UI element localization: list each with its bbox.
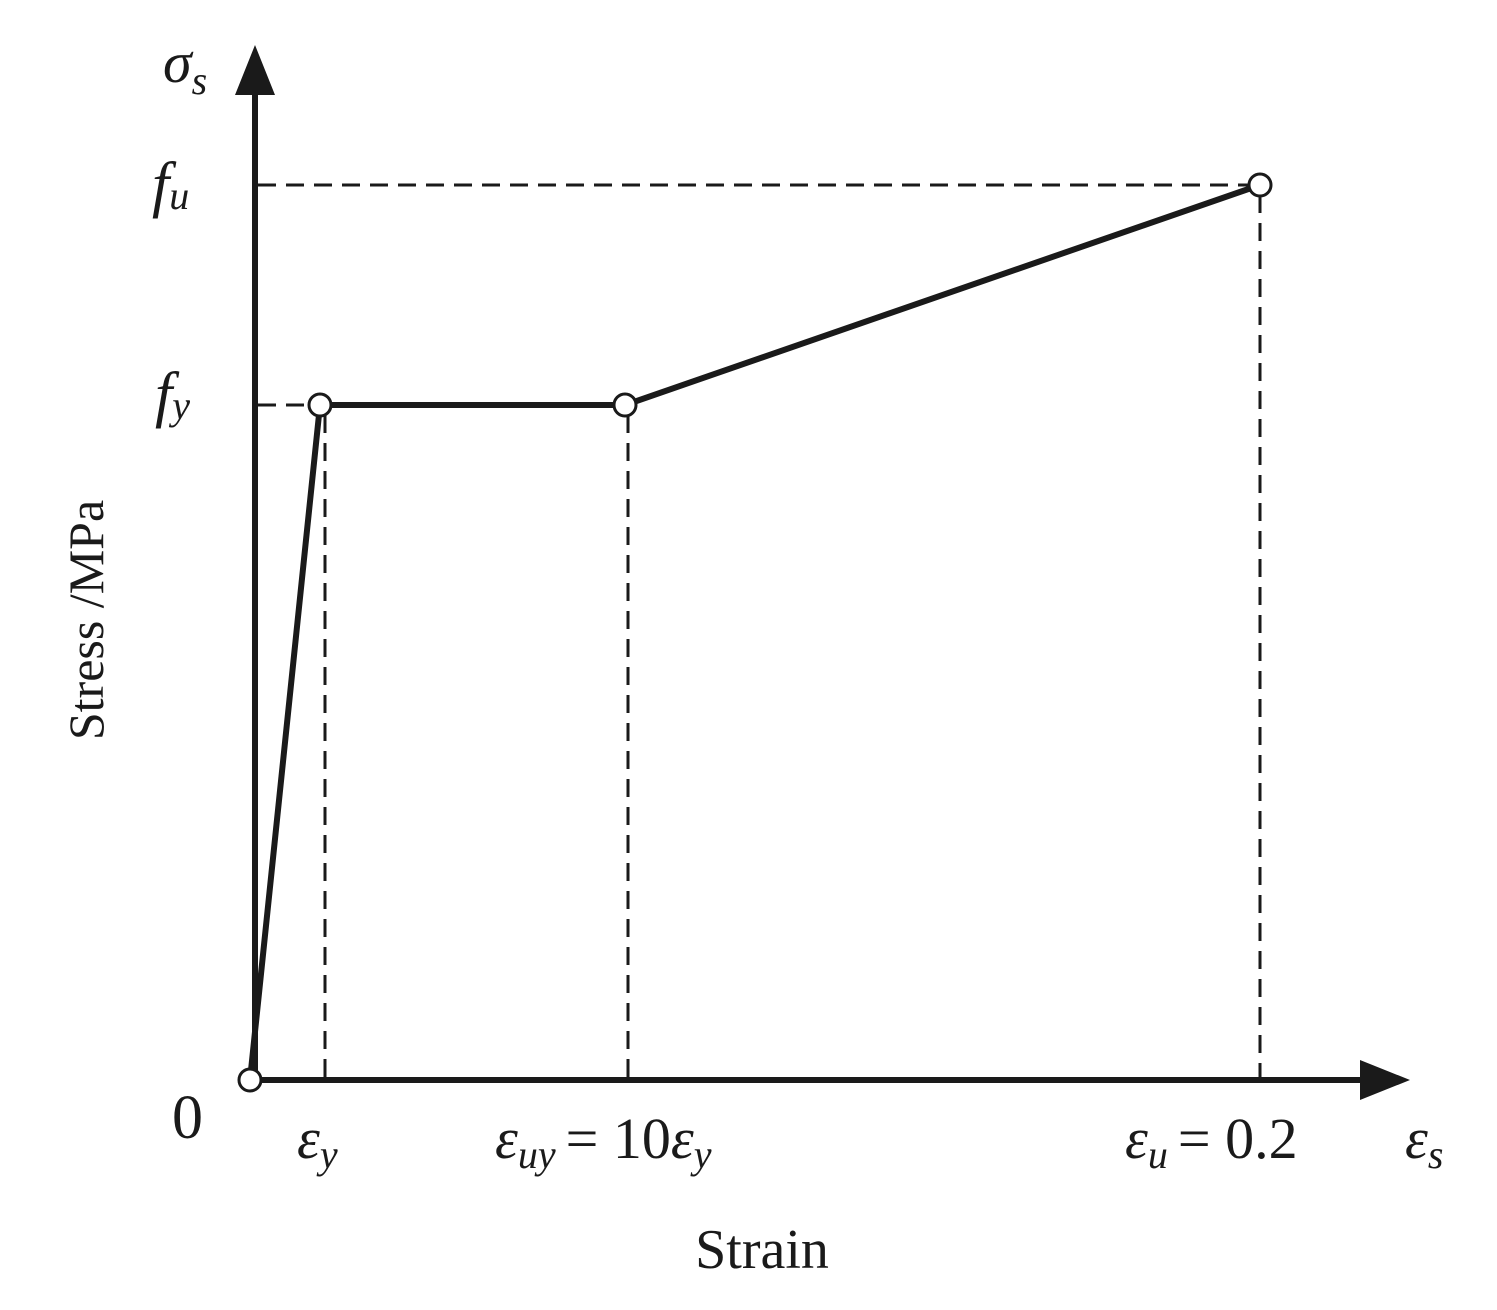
x-axis-label: Strain xyxy=(695,1219,829,1281)
subscript: y xyxy=(316,1132,338,1177)
symbol: σ xyxy=(163,30,194,95)
x-tick-label: εy xyxy=(297,1106,338,1177)
origin-label: 0 xyxy=(172,1084,203,1152)
x-tick-label: εuy = 10εy xyxy=(495,1106,712,1177)
point xyxy=(237,1067,263,1093)
y-axis-label: Stress /MPa xyxy=(58,500,114,740)
relation: = 10 xyxy=(566,1106,671,1171)
symbol: ε xyxy=(297,1106,320,1171)
symbol: ε xyxy=(671,1106,694,1171)
symbol: ε xyxy=(495,1106,518,1171)
subscript: s xyxy=(1428,1132,1444,1177)
subscript: u xyxy=(1148,1132,1168,1177)
y-symbol: σs xyxy=(163,30,207,103)
x-tick-label: εu = 0.2 xyxy=(1125,1106,1298,1177)
stress-strain-curve xyxy=(247,182,1261,1081)
symbol: ε xyxy=(1125,1106,1148,1171)
subscript: y xyxy=(168,383,190,428)
x-arrow xyxy=(1360,1060,1410,1100)
subscript: uy xyxy=(518,1132,556,1177)
symbol: ε xyxy=(1405,1106,1428,1171)
subscript: u xyxy=(169,173,189,218)
subscript: s xyxy=(192,58,208,103)
y-arrow xyxy=(235,45,275,95)
x-symbol: εs xyxy=(1405,1106,1443,1177)
subscript: y xyxy=(690,1132,712,1177)
relation: = 0.2 xyxy=(1178,1106,1298,1171)
points xyxy=(237,172,1273,1093)
point xyxy=(612,392,638,418)
point xyxy=(307,392,333,418)
y-tick-label: fu xyxy=(152,151,189,219)
point xyxy=(1247,172,1273,198)
